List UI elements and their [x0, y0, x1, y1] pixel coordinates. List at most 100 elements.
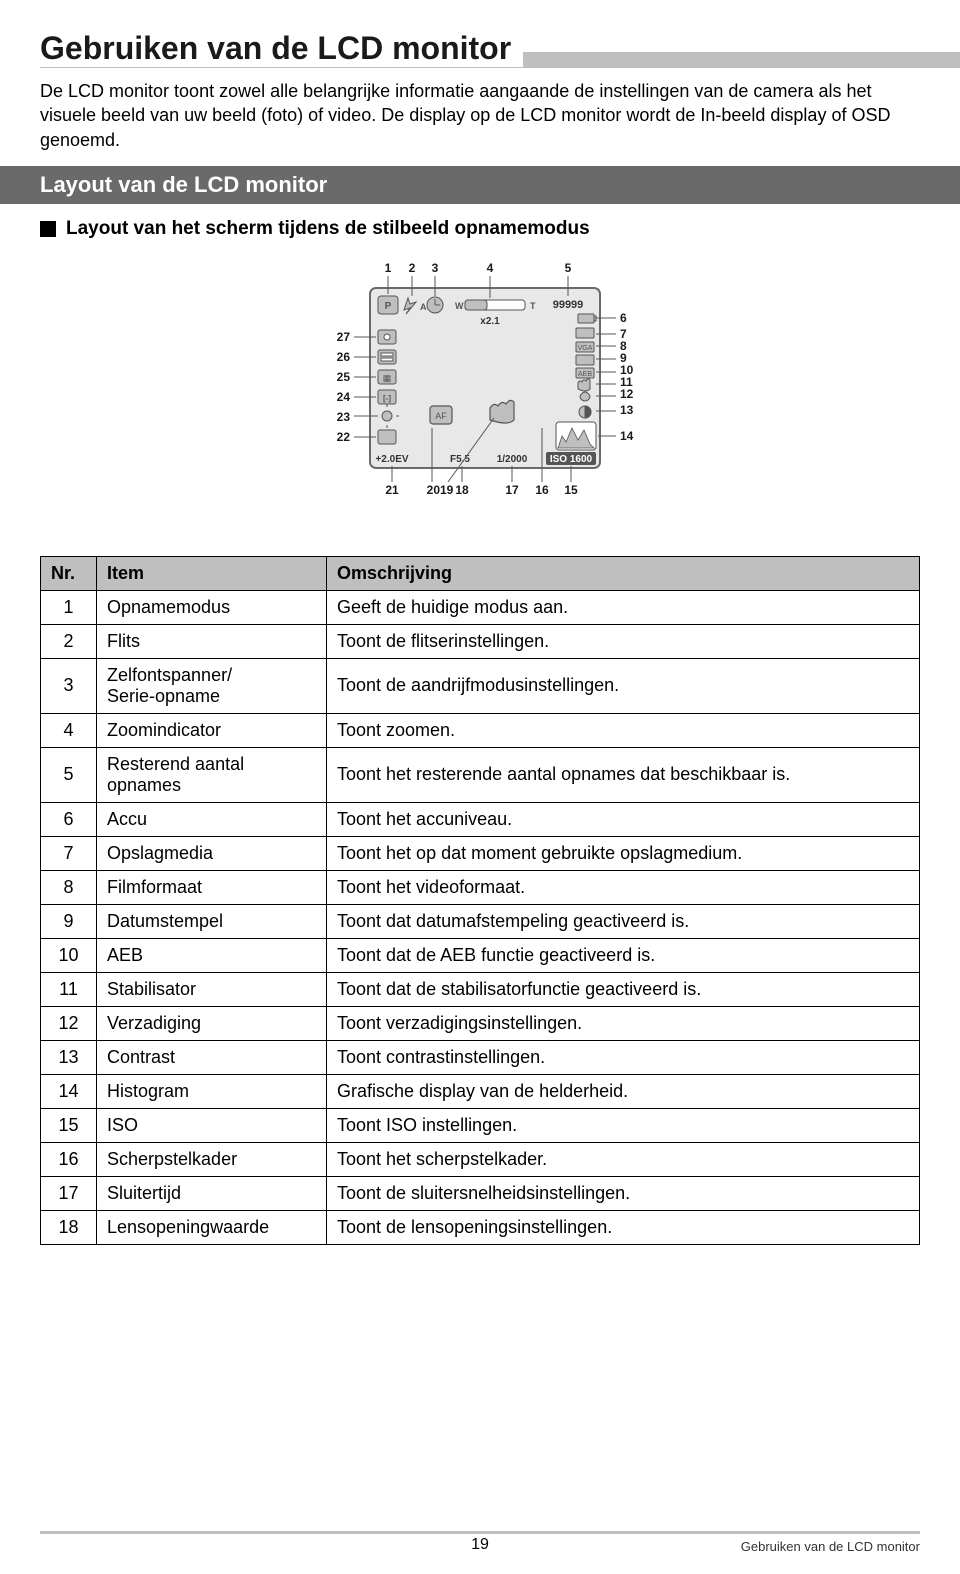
cell-nr: 9 — [41, 904, 97, 938]
cell-item: Contrast — [97, 1040, 327, 1074]
cell-item: Datumstempel — [97, 904, 327, 938]
table-row: 1OpnamemodusGeeft de huidige modus aan. — [41, 590, 920, 624]
cell-item: Resterend aantal opnames — [97, 747, 327, 802]
svg-text:22: 22 — [337, 430, 351, 444]
cell-desc: Toont de lensopeningsinstellingen. — [327, 1210, 920, 1244]
cell-desc: Toont verzadigingsinstellingen. — [327, 1006, 920, 1040]
col-header-nr: Nr. — [41, 556, 97, 590]
col-header-item: Item — [97, 556, 327, 590]
cell-item: Accu — [97, 802, 327, 836]
table-row: 9DatumstempelToont dat datumafstempeling… — [41, 904, 920, 938]
cell-nr: 16 — [41, 1142, 97, 1176]
cell-item: ISO — [97, 1108, 327, 1142]
table-row: 3Zelfontspanner/ Serie-opnameToont de aa… — [41, 658, 920, 713]
svg-text:21: 21 — [385, 483, 399, 497]
svg-text:26: 26 — [337, 350, 351, 364]
svg-text:24: 24 — [337, 390, 351, 404]
lcd-layout-diagram: P A W T x2.1 99999 — [280, 258, 680, 528]
svg-text:1: 1 — [385, 261, 392, 275]
svg-text:[-]: [-] — [383, 394, 391, 403]
cell-item: AEB — [97, 938, 327, 972]
cell-desc: Toont het videoformaat. — [327, 870, 920, 904]
svg-text:16: 16 — [535, 483, 549, 497]
svg-text:AEB: AEB — [578, 371, 592, 378]
cell-desc: Toont contrastinstellingen. — [327, 1040, 920, 1074]
svg-text:P: P — [385, 301, 392, 312]
svg-text:25: 25 — [337, 370, 351, 384]
cell-item: Filmformaat — [97, 870, 327, 904]
svg-text:T: T — [530, 301, 536, 311]
cell-nr: 7 — [41, 836, 97, 870]
table-row: 16ScherpstelkaderToont het scherpstelkad… — [41, 1142, 920, 1176]
svg-text:6: 6 — [620, 311, 627, 325]
svg-text:23: 23 — [337, 410, 351, 424]
cell-nr: 11 — [41, 972, 97, 1006]
page-title: Gebruiken van de LCD monitor — [40, 30, 523, 67]
cell-desc: Toont het scherpstelkader. — [327, 1142, 920, 1176]
svg-text:x2.1: x2.1 — [480, 316, 500, 327]
cell-nr: 15 — [41, 1108, 97, 1142]
table-row: 10AEBToont dat de AEB functie geactiveer… — [41, 938, 920, 972]
svg-text:3: 3 — [432, 261, 439, 275]
cell-item: Zoomindicator — [97, 713, 327, 747]
svg-text:ISO 1600: ISO 1600 — [550, 454, 593, 465]
table-row: 13ContrastToont contrastinstellingen. — [41, 1040, 920, 1074]
lcd-diagram-container: P A W T x2.1 99999 — [40, 258, 920, 528]
cell-item: Opnamemodus — [97, 590, 327, 624]
svg-text:12: 12 — [620, 387, 634, 401]
svg-text:+2.0EV: +2.0EV — [375, 454, 408, 465]
cell-item: Opslagmedia — [97, 836, 327, 870]
svg-text:AF: AF — [435, 411, 447, 421]
cell-desc: Toont het resterende aantal opnames dat … — [327, 747, 920, 802]
svg-text:A: A — [420, 302, 427, 312]
table-row: 2FlitsToont de flitserinstellingen. — [41, 624, 920, 658]
cell-desc: Toont de aandrijfmodusinstellingen. — [327, 658, 920, 713]
cell-item: Sluitertijd — [97, 1176, 327, 1210]
table-row: 4ZoomindicatorToont zoomen. — [41, 713, 920, 747]
cell-nr: 6 — [41, 802, 97, 836]
footer-divider — [40, 1531, 920, 1534]
svg-text:99999: 99999 — [553, 299, 584, 311]
intro-paragraph: De LCD monitor toont zowel alle belangri… — [40, 79, 920, 152]
sub-heading: Layout van het scherm tijdens de stilbee… — [66, 218, 590, 240]
cell-nr: 4 — [41, 713, 97, 747]
cell-nr: 3 — [41, 658, 97, 713]
cell-desc: Toont de sluitersnelheidsinstellingen. — [327, 1176, 920, 1210]
table-row: 6AccuToont het accuniveau. — [41, 802, 920, 836]
cell-item: Verzadiging — [97, 1006, 327, 1040]
cell-nr: 13 — [41, 1040, 97, 1074]
page-footer: 19 Gebruiken van de LCD monitor — [40, 1531, 920, 1554]
svg-text:W: W — [455, 301, 464, 311]
section-heading: Layout van de LCD monitor — [0, 166, 960, 204]
cell-desc: Toont dat datumafstempeling geactiveerd … — [327, 904, 920, 938]
cell-item: Zelfontspanner/ Serie-opname — [97, 658, 327, 713]
svg-text:VGA: VGA — [578, 345, 593, 352]
table-row: 11StabilisatorToont dat de stabilisatorf… — [41, 972, 920, 1006]
svg-text:17: 17 — [505, 483, 519, 497]
svg-text:▦: ▦ — [383, 373, 392, 383]
cell-item: Stabilisator — [97, 972, 327, 1006]
cell-desc: Toont het op dat moment gebruikte opslag… — [327, 836, 920, 870]
svg-text:2019: 2019 — [427, 483, 454, 497]
table-row: 15ISOToont ISO instellingen. — [41, 1108, 920, 1142]
svg-text:15: 15 — [564, 483, 578, 497]
cell-nr: 12 — [41, 1006, 97, 1040]
table-header-row: Nr. Item Omschrijving — [41, 556, 920, 590]
cell-nr: 1 — [41, 590, 97, 624]
table-row: 5Resterend aantal opnamesToont het reste… — [41, 747, 920, 802]
cell-desc: Toont dat de AEB functie geactiveerd is. — [327, 938, 920, 972]
table-row: 17SluitertijdToont de sluitersnelheidsin… — [41, 1176, 920, 1210]
cell-desc: Toont zoomen. — [327, 713, 920, 747]
cell-nr: 18 — [41, 1210, 97, 1244]
table-row: 8FilmformaatToont het videoformaat. — [41, 870, 920, 904]
page-number: 19 — [333, 1536, 626, 1554]
cell-desc: Toont dat de stabilisatorfunctie geactiv… — [327, 972, 920, 1006]
svg-text:14: 14 — [620, 429, 634, 443]
svg-text:13: 13 — [620, 403, 634, 417]
page-title-wrap: Gebruiken van de LCD monitor — [40, 30, 920, 67]
cell-item: Histogram — [97, 1074, 327, 1108]
cell-desc: Geeft de huidige modus aan. — [327, 590, 920, 624]
table-row: 12VerzadigingToont verzadigingsinstellin… — [41, 1006, 920, 1040]
cell-nr: 10 — [41, 938, 97, 972]
cell-nr: 8 — [41, 870, 97, 904]
